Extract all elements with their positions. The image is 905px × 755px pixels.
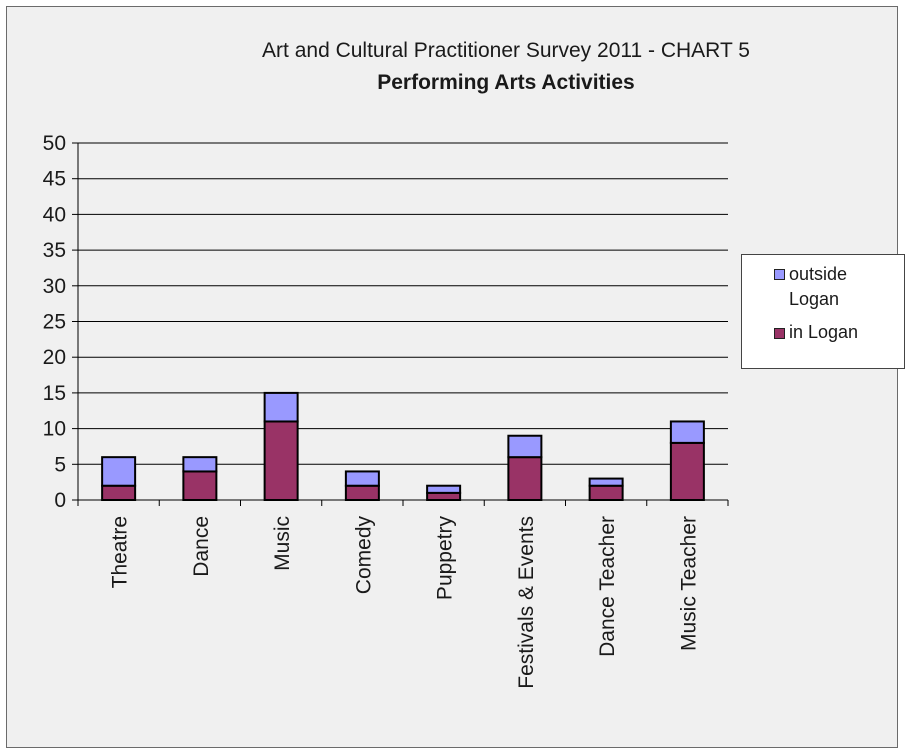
bar-in-logan (263, 420, 299, 501)
bar-in-logan (588, 484, 624, 502)
x-tick-label: Dance (190, 516, 213, 577)
bar-outside-logan (182, 456, 218, 473)
bar-in-logan (507, 456, 543, 502)
x-tick-label: Music Teacher (677, 516, 700, 651)
bar-outside-logan (263, 391, 299, 423)
legend-label-outside-logan-line1: outside (789, 264, 848, 284)
x-tick-label: Theatre (109, 516, 132, 588)
legend-label-outside-logan-line2: Logan (789, 289, 840, 309)
y-tick-label: 5 (54, 453, 66, 476)
y-tick-label: 20 (43, 346, 66, 369)
chart-area (6, 6, 898, 748)
legend-label-in-logan: in Logan (789, 322, 859, 342)
bar-outside-logan (669, 420, 705, 444)
bar-outside-logan (588, 477, 624, 487)
bar-outside-logan (507, 434, 543, 459)
y-tick-label: 25 (43, 311, 66, 334)
bar-outside-logan (344, 470, 380, 487)
x-tick-label: Festivals & Events (515, 516, 538, 689)
y-tick-label: 35 (43, 239, 66, 262)
y-tick-label: 50 (43, 132, 66, 155)
chart-subtitle: Performing Arts Activities (377, 71, 635, 94)
x-tick-label: Dance Teacher (596, 516, 619, 657)
bar-outside-logan (101, 456, 137, 487)
bar-in-logan (101, 484, 137, 502)
y-tick-label: 0 (54, 489, 66, 512)
y-tick-label: 10 (43, 418, 66, 441)
legend-swatch-outside-logan (774, 269, 785, 280)
y-tick-label: 30 (43, 275, 66, 298)
y-tick-label: 45 (43, 168, 66, 191)
chart-title: Art and Cultural Practitioner Survey 201… (262, 39, 750, 62)
x-tick-label: Music (271, 516, 294, 571)
bar-in-logan (182, 470, 218, 502)
bar-outside-logan (426, 484, 462, 494)
y-tick-label: 40 (43, 203, 66, 226)
bar-in-logan (344, 484, 380, 502)
legend: outside Logan in Logan (741, 254, 905, 369)
x-tick-label: Comedy (352, 516, 375, 595)
y-tick-label: 15 (43, 382, 66, 405)
x-tick-label: Puppetry (434, 516, 457, 601)
bar-in-logan (669, 441, 705, 502)
bar-in-logan (426, 491, 462, 501)
legend-swatch-in-logan (774, 328, 785, 339)
